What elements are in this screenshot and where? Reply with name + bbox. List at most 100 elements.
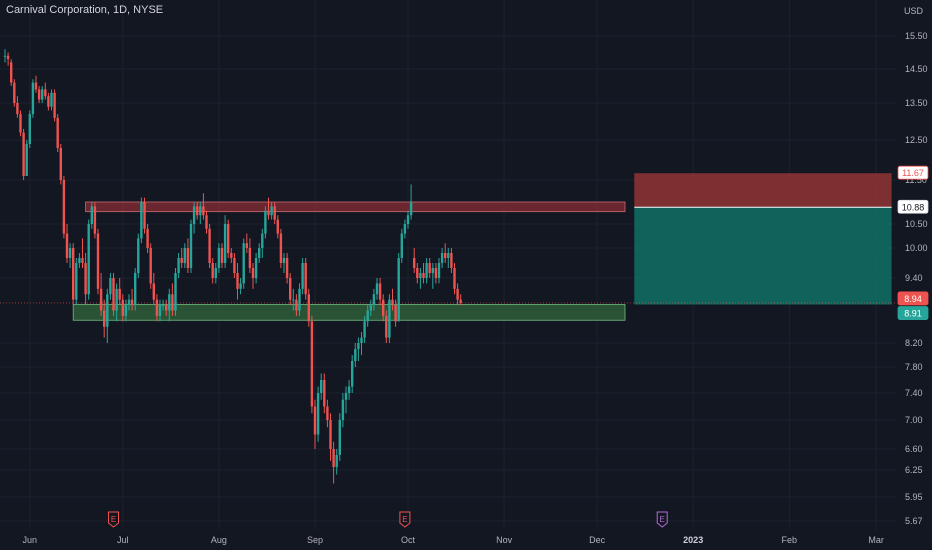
candle-body: [366, 310, 369, 322]
take-profit-area[interactable]: [634, 207, 892, 305]
candle: [140, 197, 143, 244]
candle-body: [382, 299, 385, 316]
candle: [118, 278, 121, 306]
candle-body: [245, 243, 248, 248]
dividend-marker-icon[interactable]: E: [656, 511, 668, 528]
candle-body: [304, 263, 307, 295]
candle-body: [236, 273, 239, 289]
candle-body: [341, 399, 345, 420]
candle: [385, 310, 388, 343]
candle: [99, 273, 103, 316]
price-tag-last: 8.94: [897, 291, 929, 306]
candle-body: [75, 263, 78, 300]
candle-body: [168, 294, 171, 311]
candle-body: [192, 206, 196, 224]
candle: [223, 215, 227, 268]
candle: [143, 197, 146, 234]
candle-body: [227, 224, 230, 253]
candle: [264, 206, 267, 239]
candle: [65, 224, 69, 263]
candle-body: [444, 253, 447, 258]
position-tool[interactable]: [634, 173, 892, 305]
candle-body: [41, 89, 44, 100]
candle-body: [295, 299, 298, 311]
candle-body: [351, 361, 354, 387]
candle: [397, 253, 400, 322]
price-tick-label: 12.50: [905, 135, 928, 145]
candle: [189, 219, 193, 273]
candle: [44, 82, 47, 100]
candle: [329, 413, 332, 461]
candle: [248, 238, 252, 273]
candle-body: [360, 337, 363, 343]
candle: [450, 248, 453, 273]
support-zone[interactable]: [72, 304, 626, 321]
candle-body: [313, 406, 317, 435]
candle-body: [413, 258, 416, 268]
candle: [372, 288, 376, 311]
candle-body: [186, 248, 190, 268]
candle-body: [273, 206, 276, 220]
candle: [347, 380, 351, 400]
candle-body: [323, 380, 326, 407]
candle: [236, 263, 239, 300]
time-tick-label: Nov: [496, 535, 513, 545]
price-tick-label: 15.50: [905, 31, 928, 41]
candle-body: [87, 224, 90, 295]
candle: [47, 92, 50, 111]
stop-loss-area[interactable]: [634, 173, 892, 208]
earnings-marker-icon[interactable]: E: [399, 511, 411, 528]
candle: [180, 248, 183, 268]
candle: [124, 299, 128, 322]
price-tag-target: 8.91: [897, 306, 929, 320]
candle-body: [289, 278, 292, 300]
candle-body: [282, 258, 286, 263]
candle: [375, 278, 379, 300]
candle-body: [310, 321, 314, 407]
resistance-zone[interactable]: [85, 201, 626, 213]
zones: [72, 201, 626, 321]
candle: [434, 263, 438, 284]
candle-body: [320, 380, 323, 393]
candle: [456, 283, 459, 306]
candle-body: [13, 82, 16, 103]
candle-body: [251, 268, 255, 278]
candle-body: [146, 228, 149, 248]
candle-body: [409, 202, 413, 216]
event-badge: [399, 511, 411, 528]
candle: [205, 210, 208, 234]
candle: [93, 202, 97, 239]
candle: [366, 305, 369, 327]
earnings-marker-icon[interactable]: E: [108, 511, 119, 528]
time-tick-label: Feb: [782, 535, 798, 545]
candle: [282, 253, 286, 273]
candle-body: [258, 248, 261, 258]
candle: [22, 128, 25, 180]
candle-body: [174, 273, 177, 311]
candle-body: [397, 258, 400, 322]
candle-body: [81, 258, 84, 263]
candle-body: [459, 299, 462, 303]
price-tick-label: 6.25: [905, 465, 923, 475]
price-tick-label: 10.00: [905, 243, 928, 253]
candle: [230, 248, 233, 263]
candle-body: [385, 315, 388, 338]
candle: [406, 210, 410, 229]
candle-body: [375, 283, 379, 295]
price-tag-value: 8.91: [904, 309, 922, 319]
candle-body: [155, 299, 159, 316]
candle: [152, 273, 155, 306]
candle-body: [127, 299, 131, 306]
candle: [354, 343, 357, 367]
candle: [416, 263, 419, 284]
candle-body: [279, 233, 283, 263]
candle: [338, 413, 341, 461]
price-tick-label: 8.20: [905, 338, 923, 348]
price-axis[interactable]: USD 15.50 14.50 13.50 12.50 11.50 10.50 10.00 9.…: [904, 6, 928, 526]
candle-body: [388, 299, 391, 338]
price-tick-label: 7.00: [905, 415, 923, 425]
time-axis[interactable]: Jun Jul Aug Sep Oct Nov Dec 2023 Feb Mar: [23, 535, 884, 545]
candle: [56, 114, 59, 152]
